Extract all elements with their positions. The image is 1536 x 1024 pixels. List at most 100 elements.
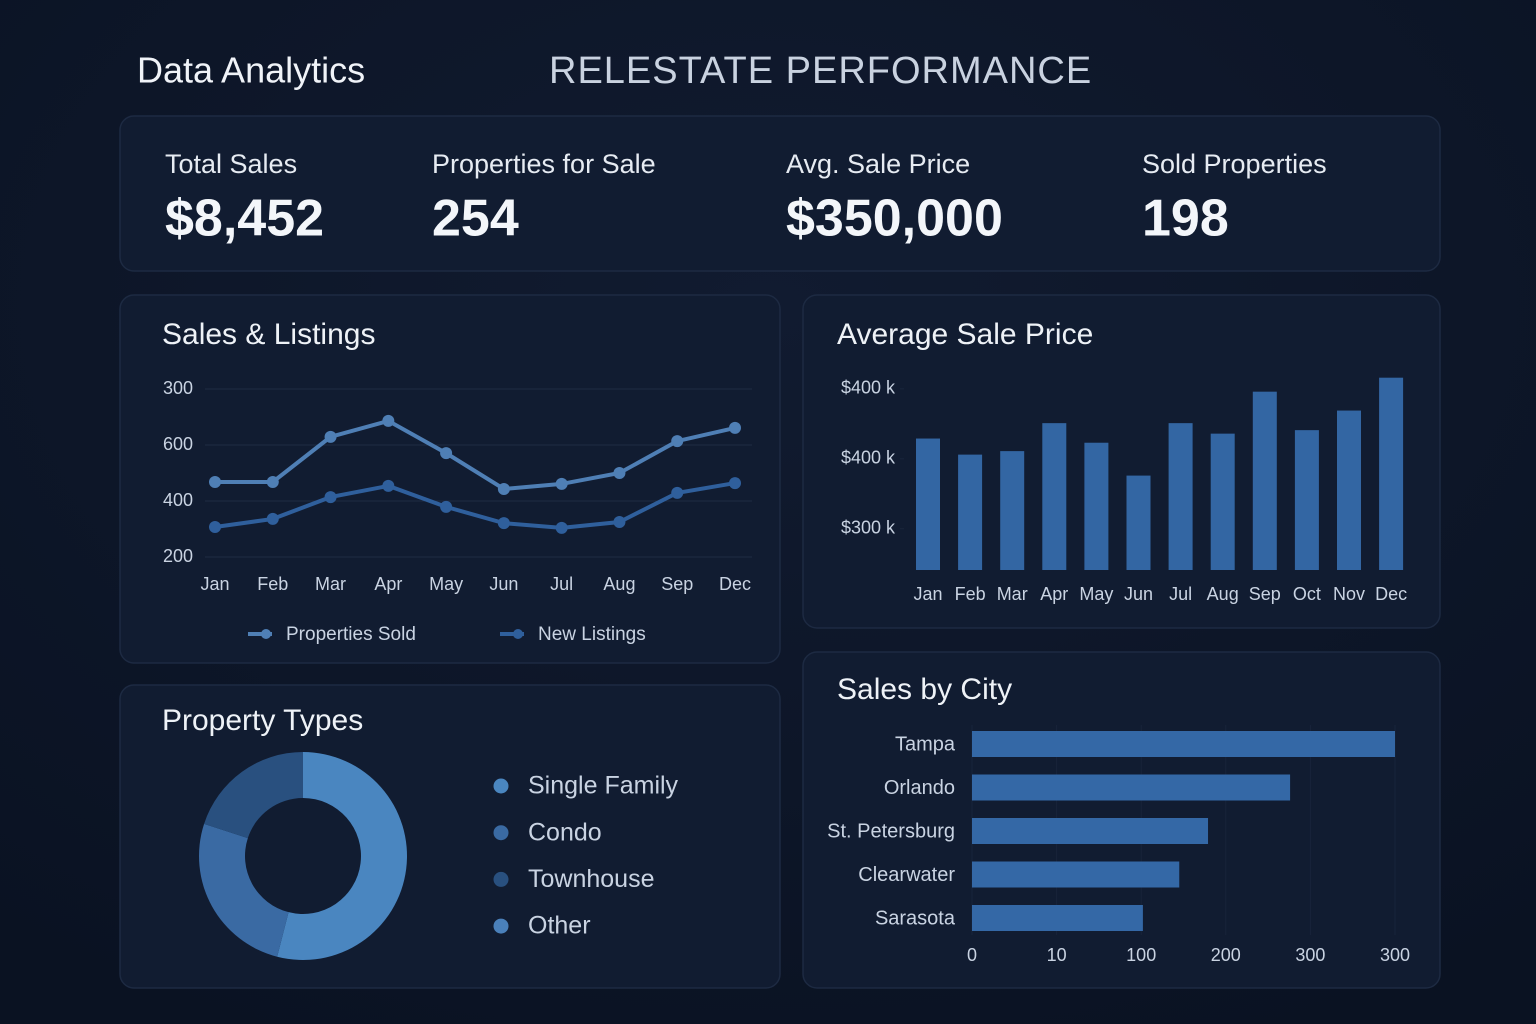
x-tick-label: Jun	[489, 574, 518, 594]
y-tick-label: Clearwater	[858, 864, 955, 886]
point	[209, 475, 221, 488]
kpi-panel	[119, 115, 1441, 272]
bar	[1084, 442, 1109, 570]
bar	[916, 438, 940, 570]
bar	[1126, 475, 1151, 570]
point	[209, 521, 221, 534]
y-tick-label: 300	[163, 378, 193, 398]
x-tick-label: Apr	[1040, 584, 1068, 604]
bar	[1000, 451, 1025, 570]
x-tick-label: May	[1079, 584, 1113, 604]
y-tick-label: $300 k	[841, 517, 896, 537]
legend-label: Properties Sold	[286, 624, 416, 645]
x-tick-label: Sep	[1249, 584, 1281, 604]
bar	[1379, 377, 1404, 570]
x-tick-label: Jun	[1124, 584, 1153, 604]
point	[324, 491, 337, 504]
kpi-value: $8,452	[165, 190, 324, 248]
legend-marker	[261, 629, 271, 639]
x-tick-label: Feb	[955, 584, 986, 604]
bar	[972, 905, 1143, 931]
x-tick-label: May	[429, 574, 463, 594]
donut-segment	[199, 823, 289, 957]
x-tick-label: Dec	[1375, 584, 1407, 604]
point	[266, 475, 279, 488]
kpi-value: $350,000	[786, 190, 1003, 248]
x-tick-label: 10	[1047, 945, 1067, 965]
point	[497, 517, 510, 530]
legend-label: Other	[528, 912, 591, 940]
line-panel	[119, 294, 781, 664]
x-tick-label: Sep	[661, 574, 693, 594]
x-tick-label: Aug	[1207, 584, 1239, 604]
point	[671, 486, 684, 499]
x-tick-label: Oct	[1293, 584, 1321, 604]
donut-segment	[277, 752, 407, 960]
kpi-value: 198	[1142, 190, 1229, 248]
bar	[1042, 423, 1067, 570]
point	[555, 521, 568, 534]
point	[382, 414, 395, 427]
bar	[1337, 410, 1361, 570]
legend-marker	[493, 825, 509, 841]
series-line	[215, 418, 736, 492]
point	[440, 447, 453, 460]
legend-marker	[493, 918, 509, 934]
bar	[972, 861, 1180, 888]
point	[671, 435, 684, 448]
legend-label: Condo	[528, 818, 602, 846]
legend-marker	[513, 629, 523, 639]
x-tick-label: Mar	[997, 584, 1028, 604]
brand: Data Analytics	[137, 50, 365, 91]
x-tick-label: Jan	[913, 584, 942, 604]
kpi-label: Avg. Sale Price	[786, 149, 970, 179]
bar	[972, 818, 1209, 844]
panel-title: Sales by City	[837, 673, 1012, 706]
y-tick-label: 600	[163, 434, 193, 454]
y-tick-label: Sarasota	[875, 907, 956, 929]
bar	[1210, 433, 1235, 570]
point	[382, 479, 395, 492]
y-tick-label: 200	[163, 546, 193, 566]
point	[613, 516, 626, 528]
panel-title: Property Types	[162, 704, 363, 737]
legend-marker	[493, 778, 509, 794]
y-tick-label: $400 k	[841, 448, 896, 468]
series-line	[214, 481, 736, 530]
x-tick-label: 300	[1295, 945, 1325, 965]
bar	[972, 731, 1395, 757]
y-tick-label: St. Petersburg	[827, 820, 955, 842]
point	[497, 482, 510, 495]
bar	[972, 774, 1291, 801]
x-tick-label: Jul	[550, 574, 573, 594]
point	[440, 500, 453, 513]
y-tick-label: Orlando	[884, 777, 955, 799]
legend-label: New Listings	[538, 624, 646, 645]
point	[324, 430, 337, 443]
x-tick-label: 100	[1126, 945, 1156, 965]
point	[555, 477, 568, 490]
kpi-label: Properties for Sale	[432, 149, 656, 179]
x-tick-label: Dec	[719, 574, 751, 594]
bar	[958, 454, 983, 570]
panel-title: Average Sale Price	[837, 318, 1093, 351]
x-tick-label: 0	[967, 945, 977, 965]
x-tick-label: Jul	[1169, 584, 1192, 604]
page-title: RELESTATE PERFORMANCE	[549, 50, 1092, 92]
legend-label: Single Family	[528, 772, 679, 800]
x-tick-label: Aug	[603, 574, 635, 594]
bar	[1252, 391, 1277, 570]
bar	[1294, 430, 1319, 570]
legend-marker	[493, 871, 509, 887]
kpi-label: Sold Properties	[1142, 149, 1327, 179]
x-tick-label: Feb	[257, 574, 288, 594]
kpi-label: Total Sales	[165, 149, 297, 179]
x-tick-label: Nov	[1333, 584, 1365, 604]
point	[266, 512, 279, 525]
legend-label: Townhouse	[528, 865, 654, 893]
x-tick-label: 200	[1211, 945, 1241, 965]
x-tick-label: Apr	[374, 574, 402, 594]
point	[613, 467, 626, 479]
